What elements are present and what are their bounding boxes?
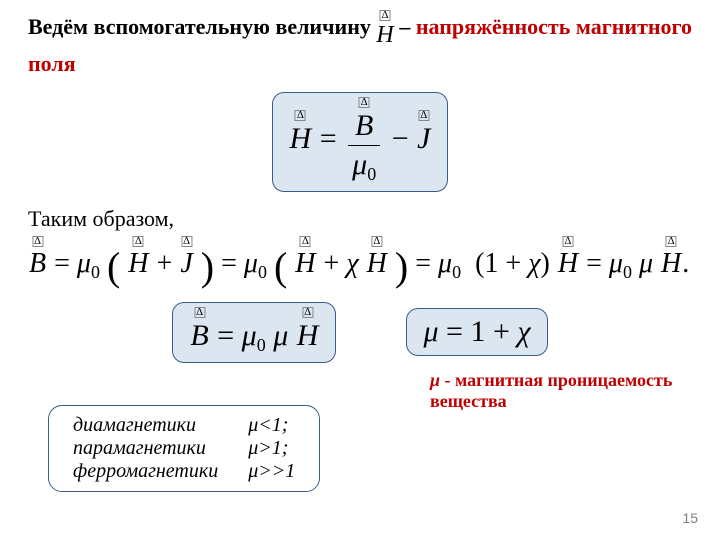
vector-arrow-icon: Δ [32,236,43,247]
page-number: 15 [682,510,698,526]
material-classes-table: диамагнетики μ<1; парамагнетики μ>1; фер… [67,414,301,483]
boxed-results-row: ΔB = μ0 μ ΔH μ = 1 + χ [28,302,692,363]
slide: Ведём вспомогательную величину ΔH – напр… [0,0,720,540]
class-cond: μ<1; [224,414,301,437]
long-equation: ΔB = μ0 ( ΔH + ΔJ ) = μ0 ( ΔH + χ ΔH ) =… [28,238,692,290]
vector-arrow-icon: Δ [302,307,313,318]
table-row: ферромагнетики μ>>1 [67,460,301,483]
vec-B: ΔB [355,99,373,143]
table-row: парамагнетики μ>1; [67,437,301,460]
vector-arrow-icon: Δ [666,236,677,247]
mu-note: μ - магнитная проницаемость вещества [430,370,680,412]
vector-arrow-icon: Δ [295,110,306,121]
vec-J: ΔJ [417,112,430,156]
material-classes-box: диамагнетики μ<1; парамагнетики μ>1; фер… [48,405,320,492]
formula-h-def: ΔH = ΔB μ0 − ΔJ [272,92,449,192]
vector-arrow-icon: Δ [194,307,205,318]
vec-H: ΔH [290,112,312,156]
vector-arrow-icon: Δ [562,236,573,247]
vector-arrow-icon: Δ [359,97,370,108]
intro-dash: – [394,14,416,39]
vector-arrow-icon: Δ [133,236,144,247]
class-name: парамагнетики [67,437,224,460]
class-cond: μ>>1 [224,460,301,483]
h-symbol: ΔH [376,12,393,50]
formula-h-def-wrap: ΔH = ΔB μ0 − ΔJ [28,92,692,192]
class-name: ферромагнетики [67,460,224,483]
formula-mu-def: μ = 1 + χ [406,308,547,356]
intro-text: Ведём вспомогательную величину ΔH – напр… [28,12,692,78]
class-cond: μ>1; [224,437,301,460]
class-name: диамагнетики [67,414,224,437]
vector-arrow-icon: Δ [181,236,192,247]
vector-arrow-icon: Δ [380,10,391,21]
fraction: ΔB μ0 [348,99,380,185]
vector-arrow-icon: Δ [300,236,311,247]
table-row: диамагнетики μ<1; [67,414,301,437]
intro-part1: Ведём вспомогательную величину [28,14,376,39]
vector-arrow-icon: Δ [371,236,382,247]
thus-text: Таким образом, [28,206,692,232]
formula-B-muH: ΔB = μ0 μ ΔH [172,302,336,363]
vector-arrow-icon: Δ [418,110,429,121]
